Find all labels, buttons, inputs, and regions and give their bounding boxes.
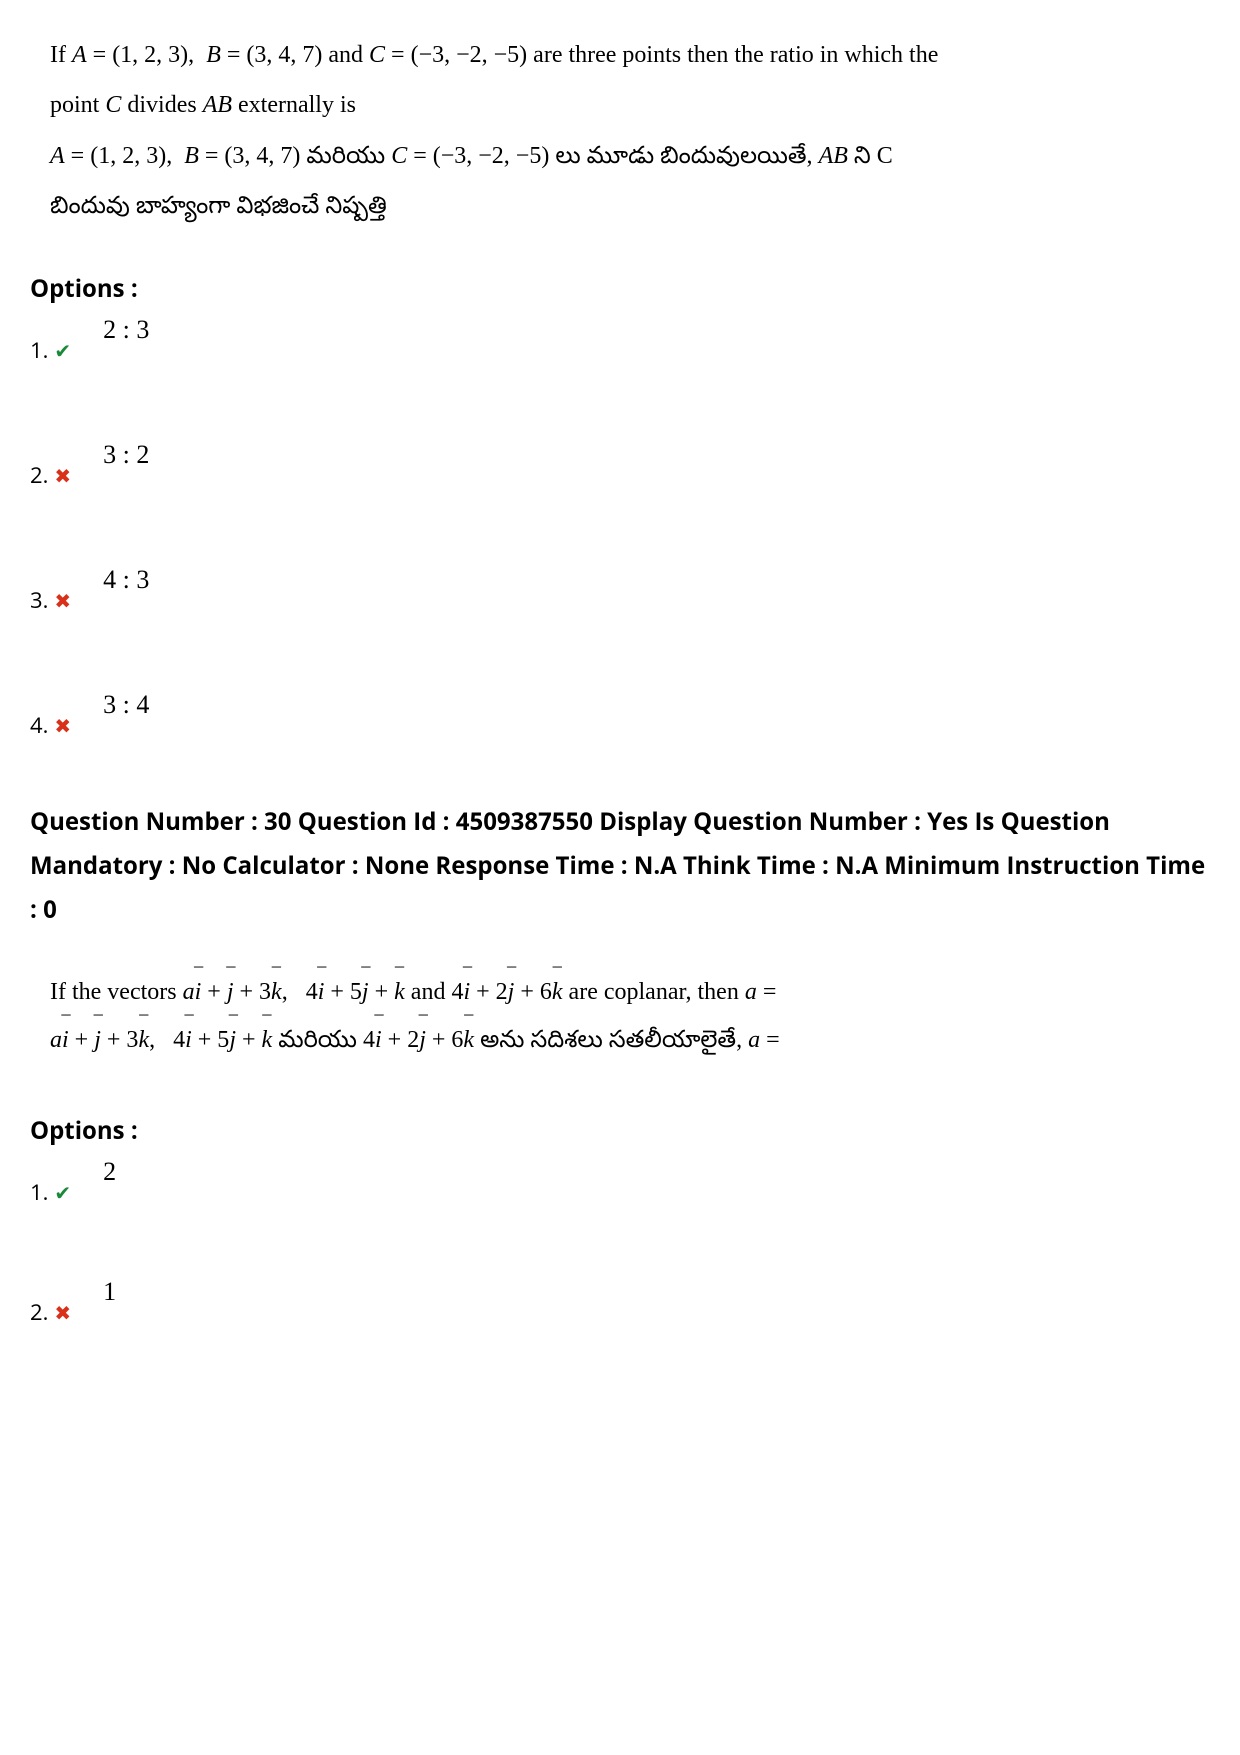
- option-number: 2.: [30, 460, 48, 490]
- question-30-meta: Question Number : 30 Question Id : 45093…: [30, 800, 1210, 933]
- q29-options: 1. ✔ 2 : 3 2. ✖ 3 : 2 3. ✖ 4 : 3 4. ✖ 3 …: [30, 335, 1210, 740]
- option-number: 3.: [30, 585, 48, 615]
- options-label-2: Options :: [30, 1114, 1210, 1147]
- q29-line1: If A = (1, 2, 3), B = (3, 4, 7) and C = …: [50, 30, 1210, 80]
- question-29-text: If A = (1, 2, 3), B = (3, 4, 7) and C = …: [50, 30, 1210, 232]
- option-text: 1: [103, 1277, 116, 1307]
- question-30-text: If the vectors ai + j + 3k, 4i + 5j + k …: [50, 968, 1210, 1064]
- check-icon: ✔: [54, 339, 71, 364]
- q30-line2: ai + j + 3k, 4i + 5j + k మరియు 4i + 2j +…: [50, 1016, 1210, 1064]
- option-row: 1. ✔ 2 : 3: [30, 335, 1210, 365]
- option-row: 2. ✖ 1: [30, 1297, 1210, 1327]
- option-row: 1. ✔ 2: [30, 1177, 1210, 1207]
- option-text: 2: [103, 1157, 116, 1187]
- q30-line1: If the vectors ai + j + 3k, 4i + 5j + k …: [50, 968, 1210, 1016]
- option-text: 2 : 3: [103, 315, 149, 345]
- cross-icon: ✖: [54, 1301, 71, 1326]
- option-row: 4. ✖ 3 : 4: [30, 710, 1210, 740]
- option-number: 1.: [30, 335, 48, 365]
- option-row: 2. ✖ 3 : 2: [30, 460, 1210, 490]
- cross-icon: ✖: [54, 464, 71, 489]
- option-number: 2.: [30, 1297, 48, 1327]
- option-row: 3. ✖ 4 : 3: [30, 585, 1210, 615]
- cross-icon: ✖: [54, 714, 71, 739]
- option-text: 4 : 3: [103, 565, 149, 595]
- option-number: 1.: [30, 1177, 48, 1207]
- option-number: 4.: [30, 710, 48, 740]
- q29-line3: A = (1, 2, 3), B = (3, 4, 7) మరియు C = (…: [50, 131, 1210, 181]
- option-text: 3 : 4: [103, 690, 149, 720]
- q29-line4: బిందువు బాహ్యంగా విభజించే నిష్పత్తి: [50, 181, 1210, 231]
- q30-options: 1. ✔ 2 2. ✖ 1: [30, 1177, 1210, 1327]
- q29-line2: point C divides AB externally is: [50, 80, 1210, 130]
- check-icon: ✔: [54, 1181, 71, 1206]
- option-text: 3 : 2: [103, 440, 149, 470]
- cross-icon: ✖: [54, 589, 71, 614]
- options-label-1: Options :: [30, 272, 1210, 305]
